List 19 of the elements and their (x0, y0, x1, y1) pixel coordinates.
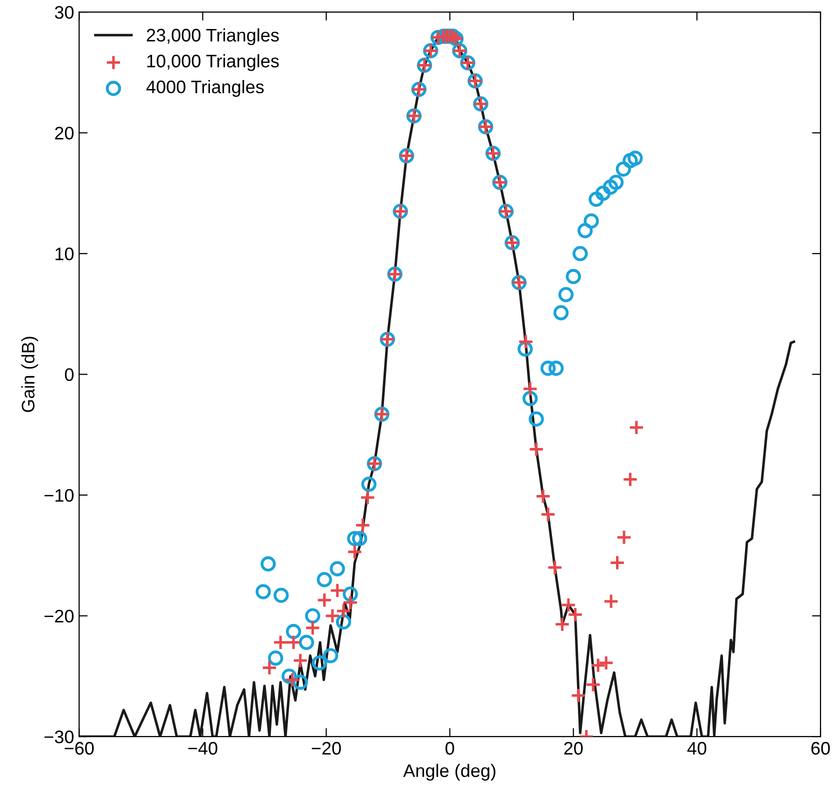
y-tick-label: 20 (55, 126, 74, 140)
x-tick-label: −40 (188, 742, 218, 755)
x-tick-label: 40 (687, 742, 706, 755)
y-tick-label: −10 (44, 489, 74, 502)
y-tick-label: 30 (54, 6, 74, 19)
legend-label: 4000 Triangles (146, 80, 264, 97)
y-axis-title: Gain (dB) (21, 336, 38, 412)
y-tick-label: −30 (44, 730, 74, 744)
x-tick-label: 60 (811, 742, 830, 755)
y-tick-label: 0 (64, 368, 74, 382)
y-tick-label: 10 (56, 248, 74, 260)
x-tick-label: −60 (64, 742, 94, 755)
x-axis-title: Angle (deg) (403, 764, 496, 781)
x-tick-label: −20 (312, 742, 341, 755)
x-tick-label: 0 (446, 742, 454, 755)
legend-label: 10,000 Triangles (147, 54, 279, 72)
x-tick-label: 20 (564, 742, 583, 755)
legend-label: 23,000 Triangles (146, 28, 279, 46)
y-tick-label: −20 (44, 610, 74, 623)
